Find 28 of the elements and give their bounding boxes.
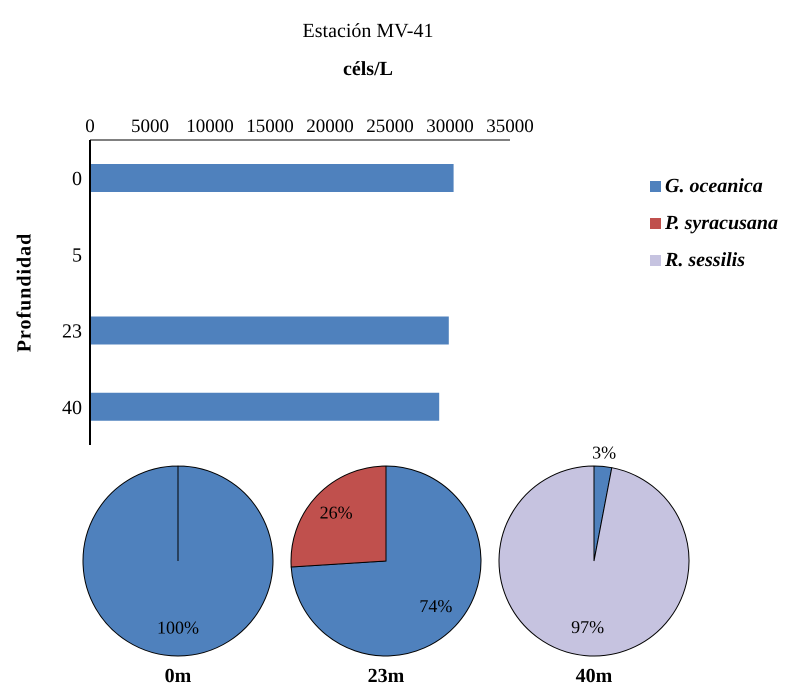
x-tick-label: 30000 [426,116,474,137]
pie-slice [290,466,482,656]
x-tick-label: 15000 [246,116,294,137]
data-label: 100% [157,618,199,638]
y-tick-label: 40 [62,396,82,419]
y-axis-title: Profundidad [14,232,36,352]
y-tick-label: 0 [72,168,82,190]
x-tick-label: 20000 [306,116,354,137]
x-tick-label: 35000 [486,116,534,137]
data-label: 3% [592,442,616,463]
legend-label: G. oceanica [665,175,763,198]
chart-title: Estación MV-41 [302,20,434,43]
x-axis-title: céls/L [342,58,394,81]
y-tick-label: 5 [72,244,82,266]
data-label: 26% [320,502,353,522]
x-tick-label: 25000 [366,116,414,137]
y-tick-label: 23 [62,320,82,343]
data-label: 74% [419,596,452,616]
x-tick-label: 0 [85,116,95,137]
text: 40m [574,665,614,688]
text: 23m [366,665,406,688]
text: 0m [164,665,192,688]
data-label: 97% [571,617,604,638]
pie-slice [498,466,690,656]
x-tick-label: 5000 [131,116,169,137]
x-tick-label: 10000 [186,116,234,137]
legend-label: P. syracusana [665,212,778,235]
legend-label: R. sessilis [665,249,746,272]
